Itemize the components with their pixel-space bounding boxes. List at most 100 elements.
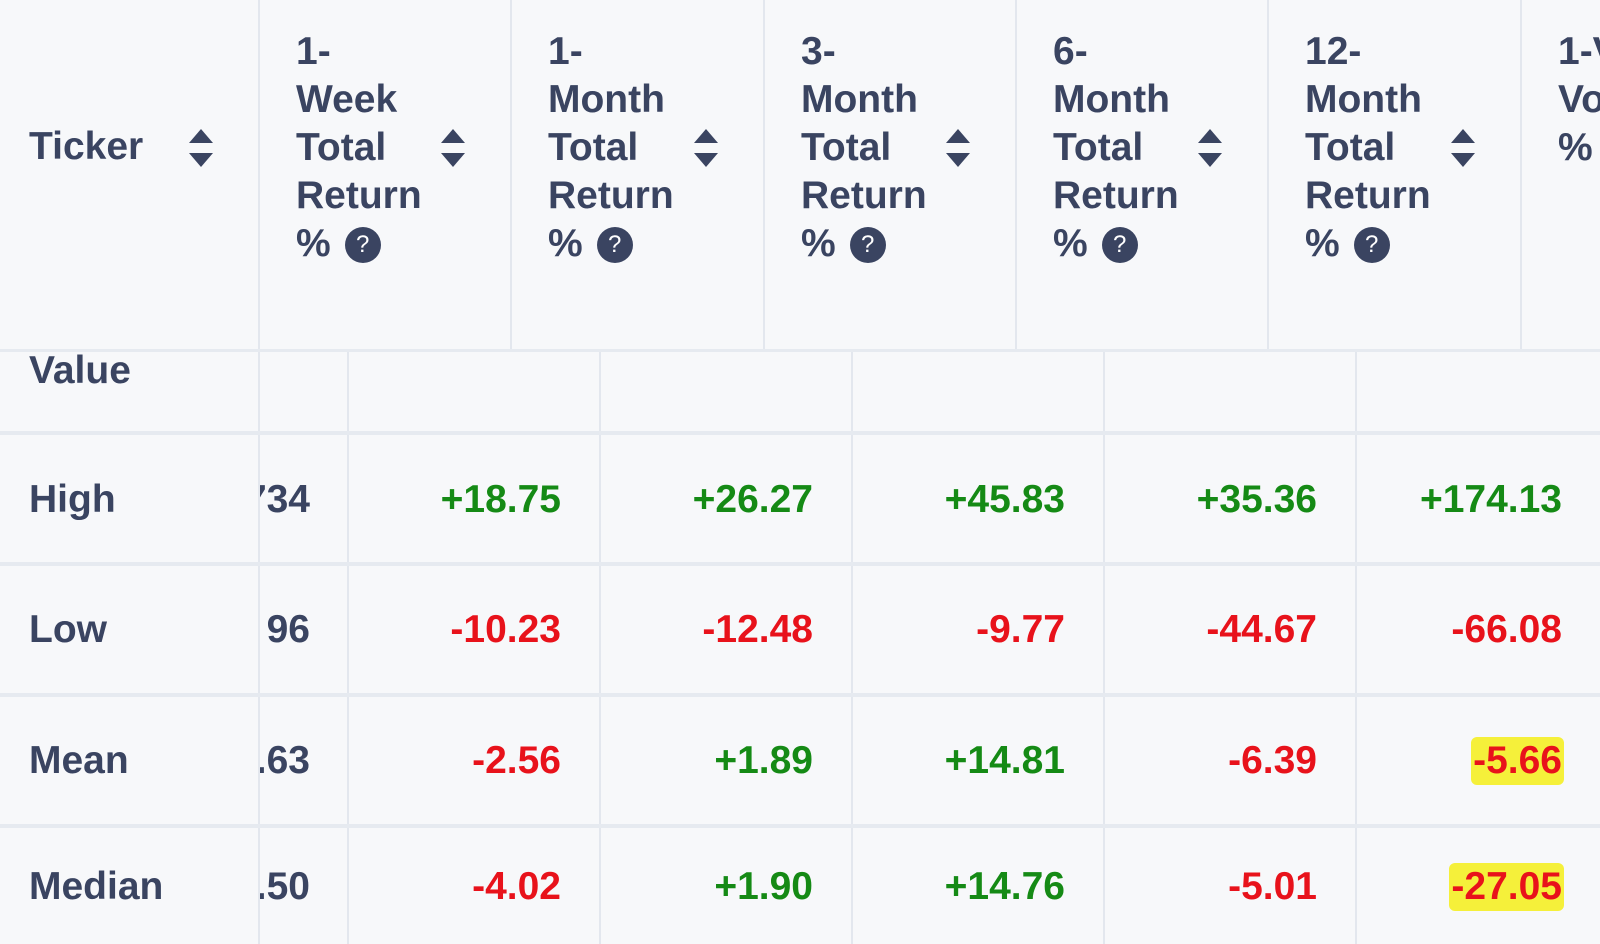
column-header[interactable]: Ticker — [29, 123, 143, 171]
header-line: Month — [801, 76, 927, 124]
header-text: 3- — [801, 30, 836, 73]
column-header[interactable]: 1-V Vo% — [1558, 28, 1600, 172]
partial-cell: 734 — [260, 476, 310, 524]
header-text: Return — [801, 174, 927, 217]
header-divider — [0, 349, 1600, 352]
sort-icon[interactable] — [944, 127, 972, 169]
value-cell: -66.08 — [1451, 608, 1562, 651]
header-text: Month — [548, 78, 665, 121]
partial-value: 96 — [266, 608, 310, 651]
value-cell: -9.77 — [976, 608, 1065, 651]
value-cell: -12.48 — [702, 608, 813, 651]
header-text: Week — [296, 78, 398, 121]
value-cell: -44.67 — [1206, 608, 1317, 651]
value-cell: +1.89 — [714, 738, 813, 782]
header-text: % — [1558, 126, 1593, 169]
header-line: 6- — [1053, 28, 1179, 76]
header-text: % — [801, 222, 836, 265]
header-text: % — [296, 222, 331, 265]
column-divider — [599, 352, 601, 944]
header-line: Return — [548, 172, 674, 220]
header-text: % — [548, 222, 583, 265]
header-line: Total — [296, 124, 422, 172]
column-divider — [1520, 0, 1522, 351]
header-line: 3- — [801, 28, 927, 76]
column-header[interactable]: 6- Month Total Return%? — [1053, 28, 1179, 268]
partial-value: .50 — [260, 864, 310, 908]
header-line: %? — [1053, 220, 1179, 268]
header-line: Ticker — [29, 123, 143, 171]
value-cell: +45.83 — [944, 477, 1065, 521]
help-icon[interactable]: ? — [344, 227, 381, 263]
header-line: Total — [548, 124, 674, 172]
value-cell: +174.13 — [1419, 477, 1562, 521]
header-text: Return — [1305, 174, 1431, 217]
help-icon[interactable]: ? — [596, 227, 633, 263]
header-line: % — [1558, 124, 1600, 172]
column-divider — [258, 0, 260, 351]
header-line: Return — [1305, 172, 1431, 220]
row-divider — [0, 562, 1600, 566]
header-line: Month — [1053, 76, 1179, 124]
header-text: Vo — [1558, 78, 1600, 121]
partial-cell: 96 — [260, 606, 310, 654]
header-line: 1-V — [1558, 28, 1600, 76]
partial-value: 734 — [260, 477, 310, 521]
header-text: Total — [548, 126, 639, 169]
header-text: 6- — [1053, 30, 1088, 73]
header-line: Vo — [1558, 76, 1600, 124]
row-label: Median — [29, 864, 164, 908]
partial-cell: .63 — [260, 737, 310, 785]
header-line: %? — [801, 220, 927, 268]
column-divider — [1103, 352, 1105, 944]
header-line: Total — [1305, 124, 1431, 172]
column-divider — [851, 352, 853, 944]
column-divider — [1267, 0, 1269, 351]
header-text: % — [1305, 222, 1340, 265]
help-icon[interactable]: ? — [849, 227, 886, 263]
column-header[interactable]: 12- Month Total Return%? — [1305, 28, 1431, 268]
value-cell: -5.66 — [1471, 736, 1564, 785]
header-text: % — [1053, 222, 1088, 265]
value-cell: +14.81 — [944, 738, 1065, 782]
column-divider — [1015, 0, 1017, 351]
header-line: Total — [801, 124, 927, 172]
row-label: Mean — [29, 738, 129, 782]
header-text: 1- — [548, 30, 583, 73]
header-line: 1- — [296, 28, 422, 76]
column-divider — [258, 352, 260, 944]
column-header[interactable]: 3- Month Total Return%? — [801, 28, 927, 268]
value-cell: +1.90 — [714, 864, 813, 908]
header-line: 12- — [1305, 28, 1431, 76]
column-header[interactable]: 1- Month Total Return%? — [548, 28, 674, 268]
header-text: Month — [801, 78, 918, 121]
column-header[interactable]: 1- Week Total Return%? — [296, 28, 422, 268]
row-label: High — [29, 477, 116, 521]
header-line: Week — [296, 76, 422, 124]
header-bg — [0, 0, 1600, 351]
header-text: Month — [1053, 78, 1170, 121]
header-line: Return — [296, 172, 422, 220]
value-cell: -5.01 — [1228, 864, 1317, 908]
value-cell: +14.76 — [944, 864, 1065, 908]
header-text: Total — [296, 126, 387, 169]
header-text: Total — [1305, 126, 1396, 169]
header-text: Return — [1053, 174, 1179, 217]
section-label: Value — [29, 349, 131, 392]
sort-icon[interactable] — [439, 127, 467, 169]
sort-icon[interactable] — [692, 127, 720, 169]
row-divider — [0, 693, 1600, 697]
help-icon[interactable]: ? — [1353, 227, 1390, 263]
header-line: Return — [801, 172, 927, 220]
column-divider — [510, 0, 512, 351]
value-cell: -6.39 — [1228, 738, 1317, 782]
sort-icon[interactable] — [1196, 127, 1224, 169]
sort-icon[interactable] — [187, 127, 215, 169]
header-line: 1- — [548, 28, 674, 76]
value-cell: +18.75 — [440, 477, 561, 521]
column-divider — [763, 0, 765, 351]
sort-icon[interactable] — [1449, 127, 1477, 169]
help-icon[interactable]: ? — [1101, 227, 1138, 263]
header-line: %? — [548, 220, 674, 268]
value-cell: -4.02 — [472, 864, 561, 908]
